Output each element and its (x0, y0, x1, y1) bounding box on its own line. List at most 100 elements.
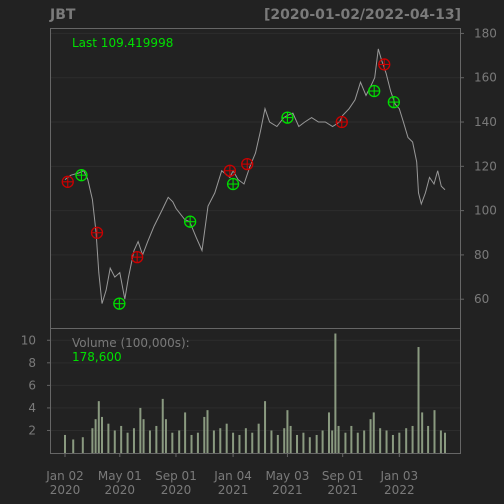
volume-bar (379, 428, 382, 453)
volume-bar (238, 434, 241, 453)
x-tick-year: 2020 (161, 483, 192, 497)
volume-bar (64, 434, 66, 453)
volume-bar (350, 425, 353, 453)
buy-signal-marker (113, 297, 126, 310)
sell-signal-marker (131, 250, 144, 264)
volume-bar (433, 410, 436, 453)
volume-bar (417, 347, 420, 453)
price-tick-label: 60 (474, 292, 489, 306)
x-tick-year: 2021 (218, 483, 249, 497)
volume-bar (427, 425, 430, 453)
volume-bar (286, 410, 289, 453)
volume-tick-label: 6 (28, 378, 36, 392)
x-tick-year: 2020 (105, 483, 136, 497)
x-tick-label: Sep 01 (322, 469, 364, 483)
volume-bar (363, 430, 366, 453)
volume-bar (444, 432, 446, 453)
volume-bar (334, 333, 337, 453)
volume-bar (270, 430, 273, 453)
volume-panel-frame (50, 328, 461, 454)
x-tick-label: Jan 03 (380, 469, 419, 483)
price-tick-label: 140 (474, 115, 497, 129)
volume-bar (232, 432, 235, 453)
buy-signal-marker (387, 95, 400, 109)
x-tick-label: May 01 (98, 469, 142, 483)
signal-markers (61, 58, 400, 310)
volume-bar (219, 428, 222, 453)
volume-bar (72, 439, 75, 453)
x-tick-label: Jan 02 (45, 469, 84, 483)
volume-bar (184, 412, 187, 453)
volume-bar (251, 432, 254, 453)
volume-bar (264, 401, 267, 453)
volume-bar (126, 432, 129, 453)
volume-bar (196, 432, 199, 453)
volume-bar (411, 425, 414, 453)
sell-signal-marker (241, 157, 254, 171)
volume-bar (315, 434, 318, 453)
volume-bar (439, 430, 442, 453)
volume-bar (171, 432, 174, 453)
volume-bar (225, 423, 228, 453)
volume-bar (161, 398, 164, 453)
volume-bar (203, 416, 206, 453)
volume-tick-label: 4 (28, 401, 36, 415)
volume-bar (372, 412, 375, 453)
volume-bar (327, 412, 330, 453)
volume-bar (391, 434, 394, 453)
sell-signal-marker (90, 226, 104, 239)
volume-bar (107, 423, 110, 453)
sell-signal-marker (223, 164, 237, 177)
volume-bar (331, 430, 334, 453)
volume-bar (257, 423, 260, 453)
sell-signal-marker (335, 115, 348, 129)
volume-bar (206, 410, 209, 453)
volume-last-value: 178,600 (72, 350, 122, 364)
volume-bar (113, 430, 116, 453)
volume-bar (321, 430, 324, 453)
volume-bar (91, 428, 94, 453)
volume-tick-label: 8 (28, 356, 36, 370)
buy-signal-marker (226, 177, 240, 191)
volume-axis-ticks: 2 4 6 8 10 (21, 333, 51, 437)
x-tick-year: 2022 (384, 483, 415, 497)
x-tick-label: Jan 04 (213, 469, 252, 483)
volume-bar (212, 430, 215, 453)
volume-grid (51, 339, 460, 431)
price-tick-label: 80 (474, 248, 489, 262)
x-tick-year: 2021 (272, 483, 303, 497)
volume-bar (337, 425, 340, 453)
volume-bar (398, 432, 401, 453)
buy-signal-marker (281, 111, 294, 124)
volume-bar (405, 428, 408, 453)
volume-bar (155, 425, 158, 453)
volume-bar (97, 401, 100, 453)
volume-bar (148, 430, 151, 453)
sell-signal-marker (61, 175, 74, 188)
volume-bar (164, 419, 167, 453)
price-tick-label: 120 (474, 159, 497, 173)
volume-bar (94, 419, 97, 453)
volume-bar (120, 425, 123, 453)
volume-bars (64, 333, 446, 453)
volume-bar (244, 428, 247, 453)
x-tick-year: 2020 (50, 483, 81, 497)
volume-bar (308, 437, 311, 453)
price-axis-ticks: 60 80 100 120 140 160 180 (460, 26, 497, 306)
volume-tick-label: 2 (28, 423, 36, 437)
volume-bar (356, 432, 359, 453)
volume-bar (289, 425, 292, 453)
buy-signal-marker (368, 84, 381, 98)
volume-bar (276, 434, 279, 453)
buy-signal-marker (75, 169, 88, 182)
price-tick-label: 180 (474, 26, 497, 40)
volume-bar (139, 407, 142, 453)
volume-bar (178, 430, 181, 453)
last-price-label: Last 109.419998 (72, 36, 173, 50)
volume-bar (296, 434, 299, 453)
volume-bar (369, 419, 372, 453)
x-tick-label: Sep 01 (155, 469, 197, 483)
volume-bar (421, 412, 424, 453)
price-tick-label: 160 (474, 71, 497, 85)
